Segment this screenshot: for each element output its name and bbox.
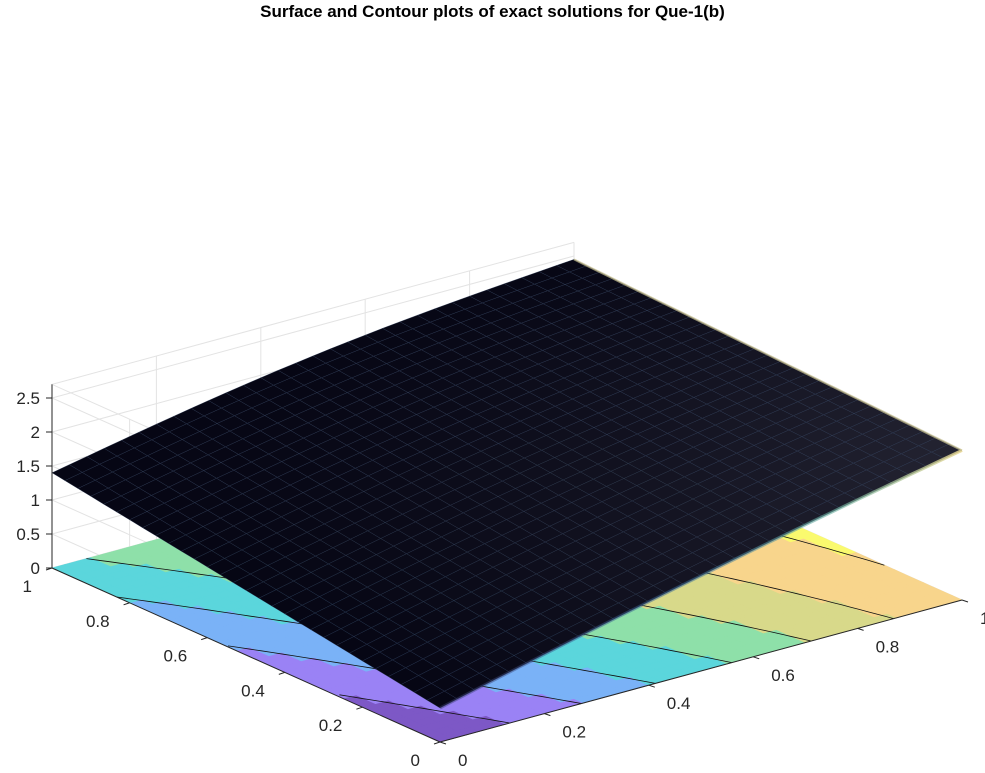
z-tick-label: 2 bbox=[31, 423, 40, 442]
chart-title: Surface and Contour plots of exact solut… bbox=[260, 2, 725, 21]
surface-right-edge bbox=[573, 258, 963, 452]
y-tick-label: 0.8 bbox=[86, 612, 110, 631]
x-tick-mark bbox=[648, 684, 655, 688]
y-tick-label: 0.2 bbox=[319, 716, 343, 735]
y-axis-line bbox=[51, 567, 441, 743]
y-tick-label: 1 bbox=[23, 577, 32, 596]
y-tick-mark bbox=[123, 602, 130, 606]
x-tick-mark bbox=[857, 627, 864, 631]
x-tick-mark bbox=[544, 713, 551, 717]
x-tick-mark bbox=[753, 656, 760, 660]
y-tick-label: 0.6 bbox=[164, 647, 188, 666]
x-tick-mark bbox=[439, 741, 447, 745]
x-axis-line bbox=[439, 599, 963, 743]
z-tick-label: 0 bbox=[31, 559, 40, 578]
z-tick-label: 2.5 bbox=[16, 389, 40, 408]
contour-line bbox=[339, 694, 510, 724]
x-tick-label: 0.4 bbox=[667, 694, 691, 713]
x-tick-mark bbox=[961, 599, 969, 603]
x-tick-label: 0 bbox=[458, 751, 467, 770]
y-tick-mark bbox=[278, 671, 285, 675]
z-tick-label: 0.5 bbox=[16, 525, 40, 544]
y-tick-mark bbox=[433, 741, 441, 745]
x-tick-label: 1 bbox=[980, 609, 985, 628]
surface-front-edge bbox=[439, 449, 963, 710]
y-tick-mark bbox=[201, 637, 208, 641]
x-tick-label: 0.2 bbox=[562, 723, 586, 742]
surface bbox=[51, 258, 963, 710]
y-tick-label: 0 bbox=[411, 751, 420, 770]
y-tick-label: 0.4 bbox=[241, 681, 265, 700]
z-tick-label: 1 bbox=[31, 491, 40, 510]
z-tick-label: 1.5 bbox=[16, 457, 40, 476]
x-tick-label: 0.8 bbox=[876, 637, 900, 656]
y-tick-mark bbox=[356, 706, 363, 710]
x-tick-label: 0.6 bbox=[771, 666, 795, 685]
